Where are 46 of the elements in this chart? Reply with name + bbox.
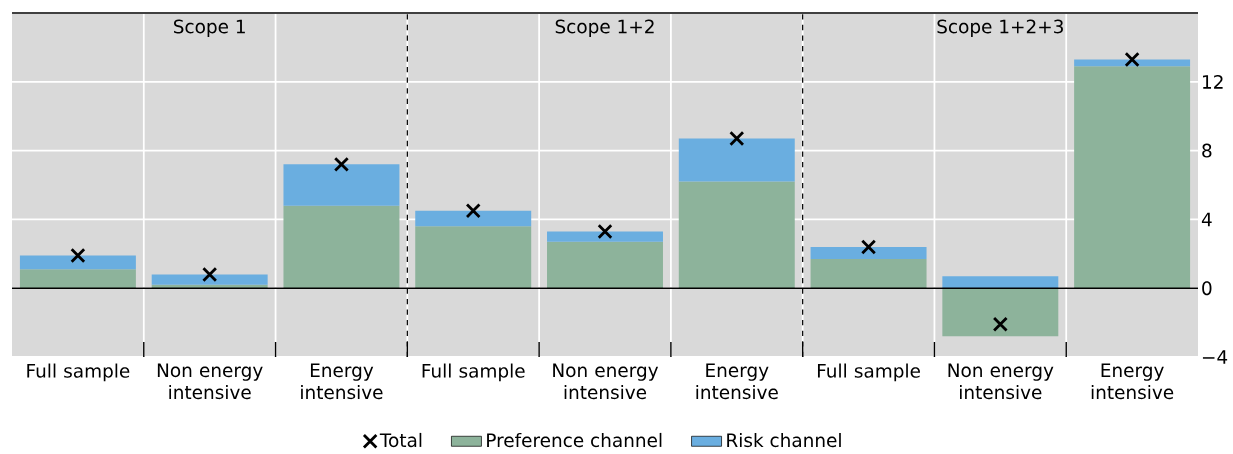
y-tick-label: −4: [1202, 350, 1228, 364]
bar: [283, 205, 400, 289]
y-tick-label: 8: [1202, 143, 1212, 158]
x-tick-label: Energy intensive: [696, 363, 778, 400]
x-tick-label: Non energy intensive: [157, 363, 263, 400]
y-tick-label: 0: [1202, 281, 1212, 296]
bar: [1074, 59, 1191, 67]
bar: [810, 258, 927, 289]
bar: [547, 231, 663, 242]
y-tick-label: 12: [1202, 74, 1223, 89]
point: [992, 316, 1008, 332]
x-tick-label: Energy intensive: [301, 363, 383, 400]
y-tick-label: 4: [1201, 212, 1212, 227]
bar: [19, 255, 136, 270]
point: [333, 156, 350, 172]
x-tick-label: Full sample: [422, 363, 525, 382]
annotation: Scope 1+2+3: [937, 19, 1063, 38]
bar: [19, 269, 136, 289]
x-tick-label: Non energy intensive: [553, 363, 659, 400]
legend-label: Total: [379, 432, 422, 448]
bar: [547, 241, 663, 289]
point: [70, 247, 86, 264]
x-tick-label: Full sample: [27, 363, 130, 382]
point: [465, 203, 481, 219]
point: [202, 266, 218, 283]
point: [729, 130, 745, 147]
point: [1124, 51, 1140, 68]
bar: [942, 276, 1059, 289]
point: [597, 223, 613, 240]
bar: [415, 226, 532, 289]
legend-label: Preference channel: [487, 432, 662, 448]
x-tick-label: Non energy intensive: [948, 363, 1054, 400]
bar: [1074, 66, 1191, 289]
bar: [415, 210, 532, 227]
legend-label: Risk channel: [727, 432, 841, 448]
point: [860, 239, 877, 255]
bar: [942, 288, 1059, 337]
annotation: Scope 1+2: [555, 19, 654, 38]
x-tick-label: Full sample: [817, 363, 920, 382]
bar: [810, 246, 927, 259]
bar: [678, 181, 795, 289]
annotation: Scope 1: [173, 19, 245, 38]
bar: [283, 164, 400, 206]
bar: [678, 138, 795, 182]
x-tick-label: Energy intensive: [1091, 363, 1174, 400]
bar: [151, 274, 268, 285]
